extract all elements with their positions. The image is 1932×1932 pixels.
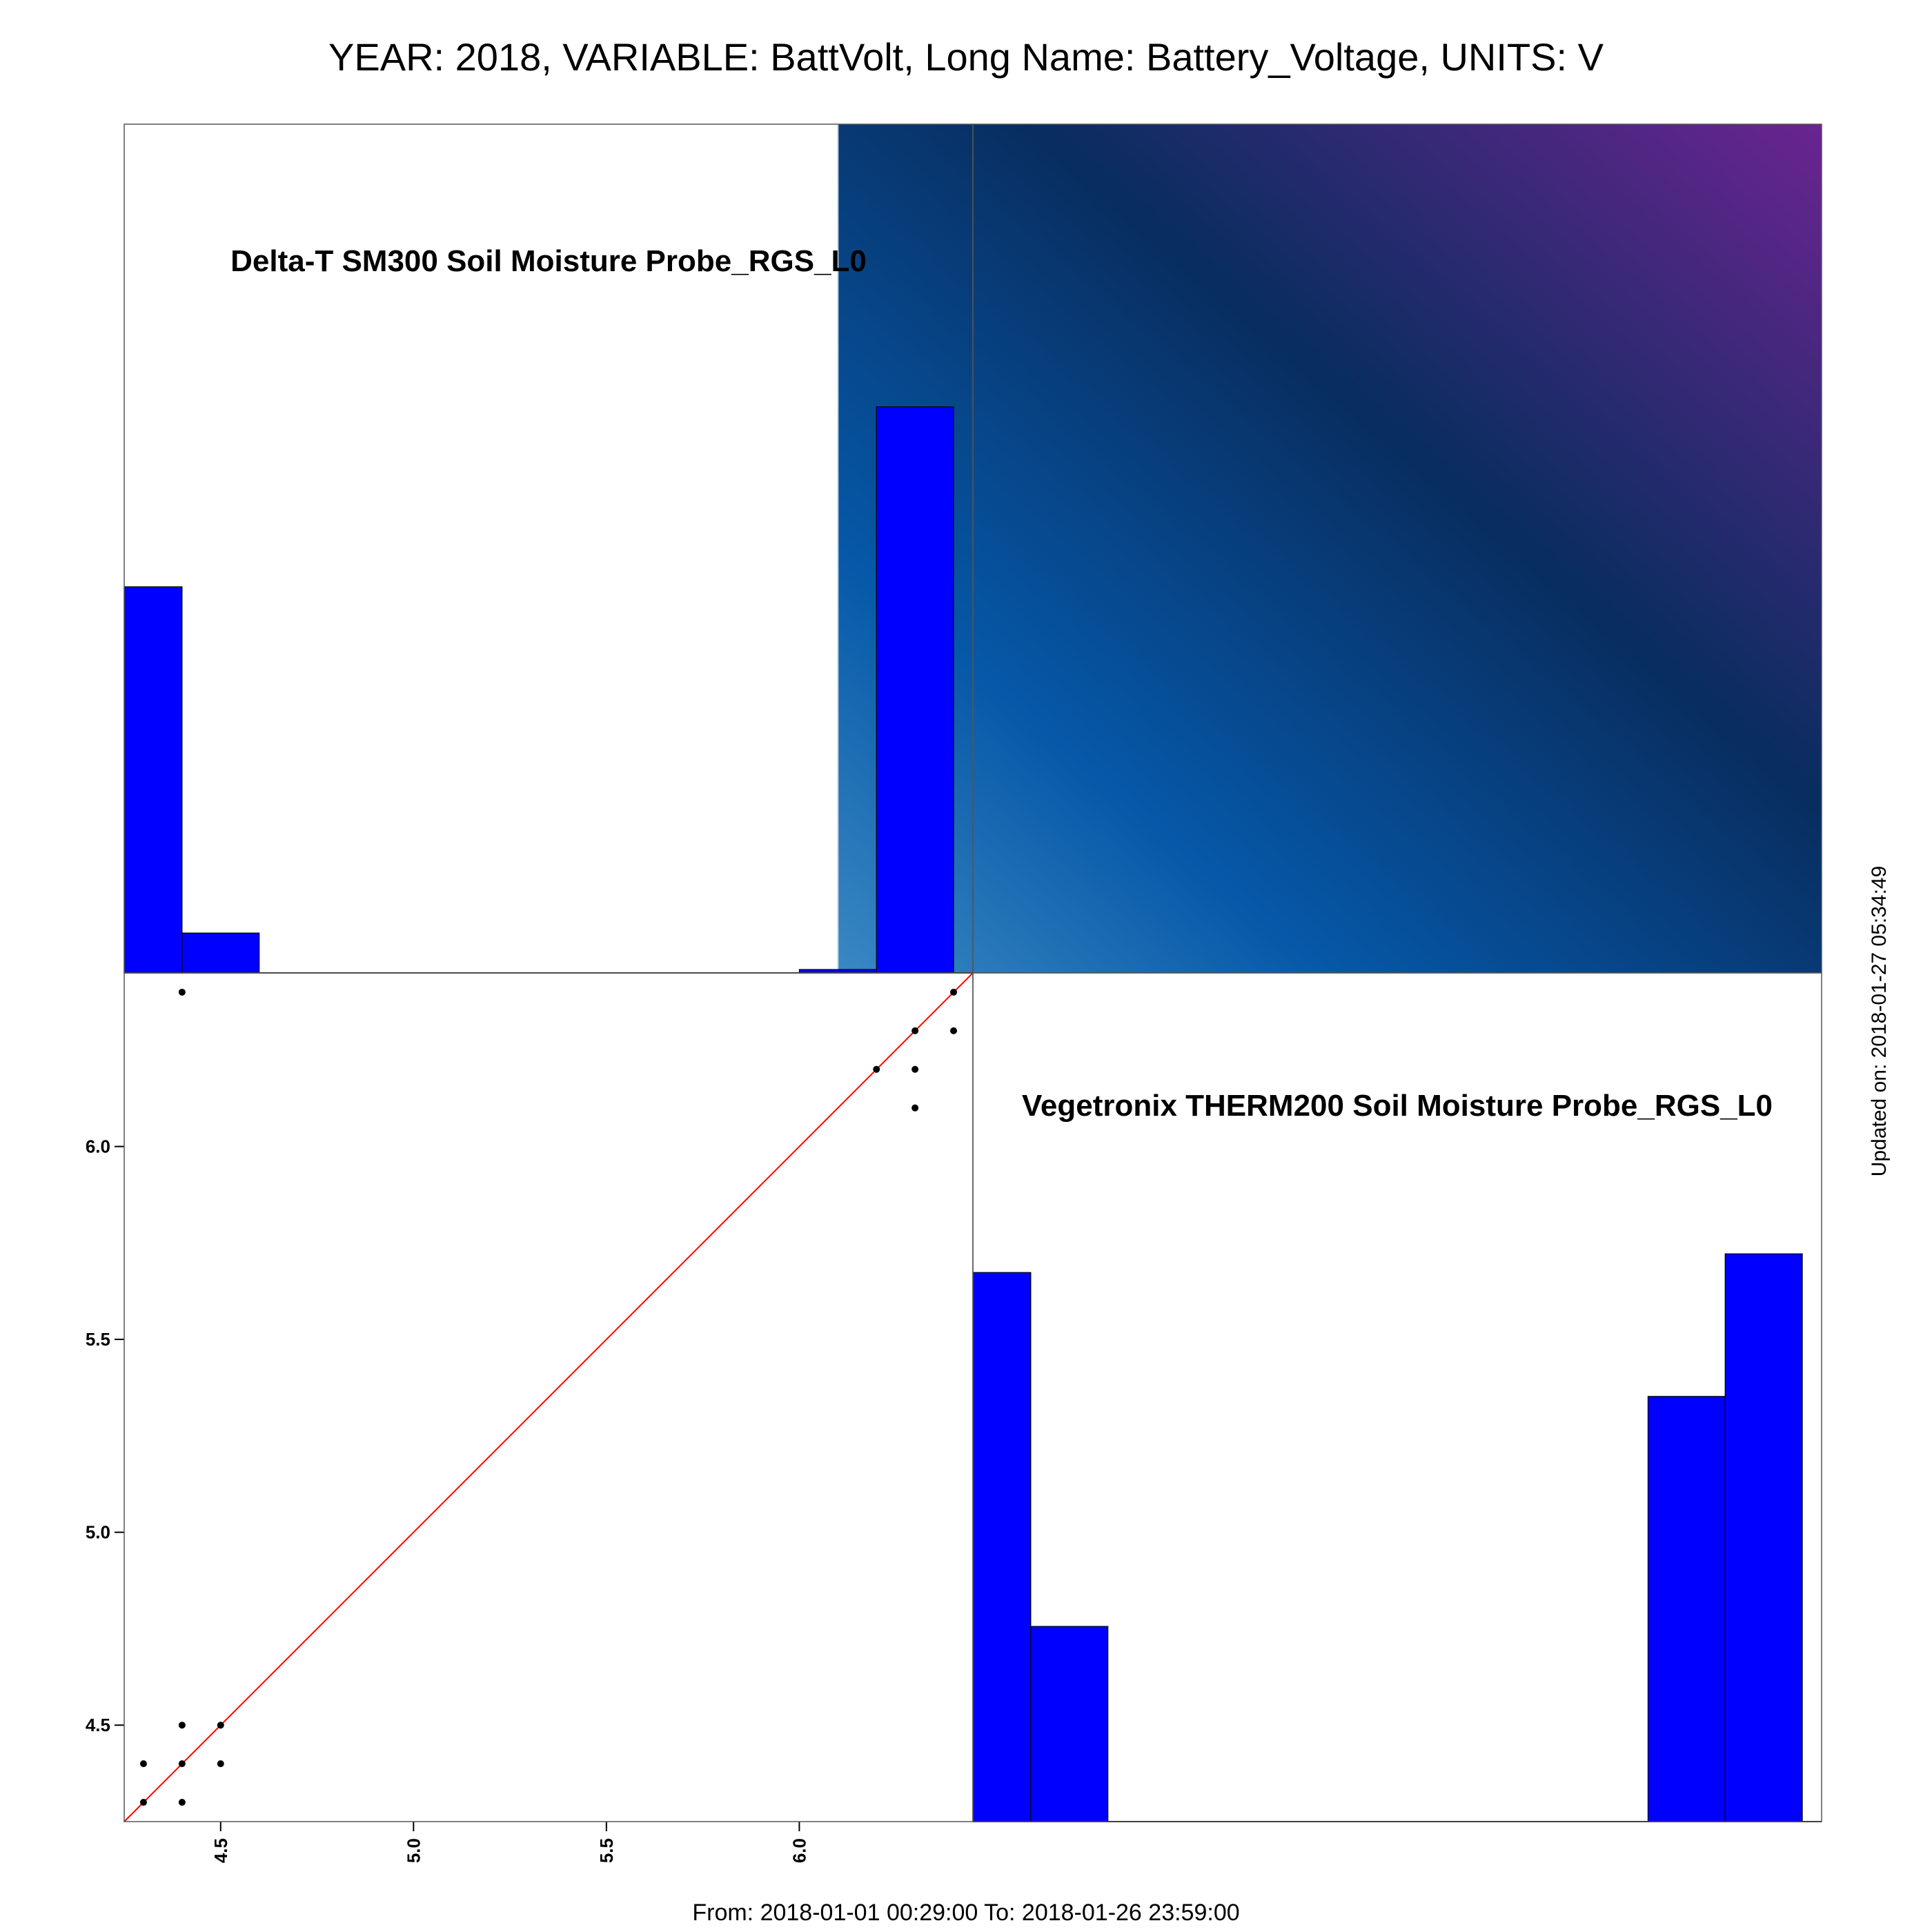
correlation-cell-right — [838, 124, 1822, 973]
scatter-point — [178, 1799, 186, 1806]
x-tick-label: 5.0 — [403, 1838, 424, 1863]
scatter-point — [911, 1104, 919, 1112]
histogram-bar — [1647, 1396, 1726, 1822]
x-tick-label: 4.5 — [210, 1838, 231, 1863]
histogram-bar — [181, 932, 260, 974]
scatter-point — [178, 1722, 186, 1729]
diagonal-label: Delta-T SM300 Soil Moisture Probe_RGS_L0 — [230, 244, 867, 278]
histogram-bar — [1030, 1626, 1109, 1822]
panel-frame — [972, 972, 1822, 1822]
scatter-point — [911, 1065, 919, 1073]
histogram-bar — [1724, 1253, 1803, 1822]
y-tick-label: 5.5 — [86, 1329, 110, 1350]
date-range-label: From: 2018-01-01 00:29:00 To: 2018-01-26… — [692, 1900, 1240, 1926]
y-tick-label: 5.0 — [86, 1522, 110, 1543]
scatter-point — [139, 1760, 147, 1768]
scatter-point — [950, 1027, 958, 1034]
scatter-point — [950, 988, 958, 996]
scatter-point — [873, 1065, 880, 1073]
scatter-point — [911, 1027, 919, 1034]
x-tick-label: 5.5 — [596, 1838, 617, 1863]
scatter-point — [139, 1799, 147, 1806]
scatter-point — [178, 988, 186, 996]
chart-title: YEAR: 2018, VARIABLE: BattVolt, Long Nam… — [328, 35, 1604, 79]
x-tick-label: 6.0 — [789, 1838, 809, 1863]
y-tick-label: 4.5 — [86, 1715, 110, 1735]
y-tick-label: 6.0 — [86, 1136, 110, 1157]
histogram-bar — [876, 406, 954, 974]
one-to-one-line — [124, 972, 974, 1822]
updated-label: Updated on: 2018-01-27 05:34:49 — [1868, 865, 1891, 1177]
histogram-bar — [124, 586, 183, 974]
scatter-point — [217, 1760, 224, 1768]
histogram-bar — [972, 1272, 1032, 1822]
scatter-point — [217, 1722, 224, 1729]
diagonal-label: Vegetronix THERM200 Soil Moisture Probe_… — [1022, 1089, 1773, 1123]
scatter-point — [178, 1760, 186, 1768]
